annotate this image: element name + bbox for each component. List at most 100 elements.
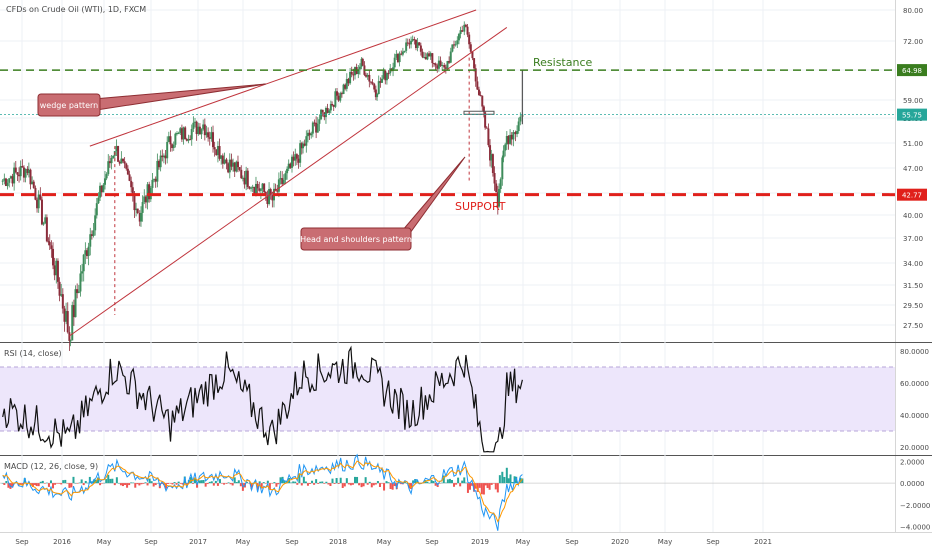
x-tick-label: 2019 (471, 538, 489, 546)
price-candle (228, 159, 231, 173)
price-candle (72, 305, 75, 318)
range-box[interactable] (463, 110, 495, 115)
price-candle (328, 110, 331, 113)
symbol-title[interactable]: CFDs on Crude Oil (WTI), 1D, FXCM (6, 5, 146, 14)
price-candle (185, 139, 188, 141)
price-candle (398, 53, 401, 63)
macd-histogram-bar (130, 482, 133, 484)
price-candle (166, 141, 169, 159)
price-level-tag[interactable] (897, 64, 927, 77)
price-candle (498, 189, 501, 207)
price-candle (360, 58, 363, 67)
macd-histogram-bar (227, 482, 230, 484)
price-candle (110, 157, 113, 164)
macd-histogram-bar (294, 481, 297, 484)
price-candle (126, 168, 129, 175)
macd-y-tick-label: −2.0000 (900, 502, 930, 510)
macd-histogram-bar (78, 482, 81, 484)
price-candle (482, 106, 485, 113)
price-candle (421, 51, 424, 58)
support-label[interactable]: SUPPORT (455, 200, 506, 213)
macd-histogram-bar (383, 483, 386, 491)
price-candle (151, 179, 154, 188)
macd-histogram-bar (292, 481, 295, 484)
macd-histogram-bar (119, 483, 122, 486)
price-candle (245, 170, 248, 185)
price-candle (99, 185, 102, 198)
macd-histogram-bar (482, 483, 485, 495)
macd-histogram-bar (221, 483, 224, 484)
x-tick-label: Sep (144, 538, 158, 546)
macd-title[interactable]: MACD (12, 26, close, 9) (4, 462, 98, 471)
price-candle (292, 156, 295, 161)
macd-histogram-bar (35, 483, 38, 487)
wedge-pattern-callout[interactable]: wedge pattern (37, 83, 267, 117)
price-candle (279, 178, 282, 180)
price-candle (434, 63, 437, 66)
macd-histogram-bar (132, 482, 135, 484)
macd-y-tick-label: −4.0000 (900, 524, 930, 532)
macd-histogram-bar (354, 476, 357, 484)
price-candle (195, 121, 198, 135)
price-candle (426, 53, 429, 60)
macd-histogram-bar (393, 483, 396, 487)
macd-histogram-bar (277, 483, 280, 485)
macd-pane[interactable] (0, 456, 895, 532)
head-shoulders-callout[interactable]: Head and shoulders pattern (300, 156, 466, 251)
resistance-label[interactable]: Resistance (533, 56, 593, 69)
price-candle (297, 158, 300, 163)
price-candle (258, 188, 261, 191)
price-candle (22, 167, 25, 178)
macd-histogram-bar (121, 483, 124, 487)
price-candle (139, 212, 142, 222)
price-candle (58, 281, 61, 296)
price-candle (89, 234, 92, 247)
macd-line[interactable] (2, 453, 523, 531)
price-candle (44, 217, 47, 224)
price-level-tag[interactable] (897, 108, 927, 121)
macd-histogram-bar (484, 483, 487, 486)
price-candle (190, 129, 193, 140)
price-candle (352, 74, 355, 76)
wedge-upper-line[interactable] (89, 9, 477, 147)
macd-histogram-bar (325, 481, 328, 484)
price-candle (210, 132, 213, 139)
macd-histogram-bar (34, 483, 37, 485)
macd-histogram-bar (117, 483, 120, 484)
price-candle (53, 265, 56, 276)
macd-histogram-bar (43, 483, 46, 484)
price-candle (408, 43, 411, 45)
y-tick-label: 34.00 (903, 260, 923, 268)
price-candle (269, 189, 272, 196)
price-candle (205, 132, 208, 136)
macd-histogram-bar (164, 483, 167, 489)
macd-histogram-bar (414, 479, 417, 484)
price-candle (131, 187, 134, 194)
macd-histogram-bar (41, 480, 44, 484)
price-candle (18, 174, 21, 177)
macd-histogram-bar (345, 478, 348, 484)
macd-histogram-bar (264, 483, 267, 484)
rsi-title[interactable]: RSI (14, close) (4, 349, 62, 358)
price-level-tag[interactable] (897, 188, 927, 201)
price-candle (203, 124, 206, 136)
price-candle (496, 192, 499, 207)
macd-y-tick-label: 2.0000 (900, 458, 925, 466)
wedge-lower-line[interactable] (69, 27, 508, 337)
head-shoulders-text: Head and shoulders pattern (300, 235, 412, 244)
macd-histogram-bar (519, 477, 522, 484)
macd-histogram-bar (459, 483, 462, 487)
macd-histogram-bar (1, 483, 4, 484)
price-candle (143, 196, 146, 203)
price-candle (516, 131, 519, 135)
macd-signal-line[interactable] (2, 460, 523, 523)
macd-histogram-bar (385, 481, 388, 484)
price-candle (303, 143, 306, 146)
price-candle (40, 199, 43, 225)
macd-histogram-bar (319, 481, 322, 484)
grid-lines (0, 0, 895, 532)
rsi-line[interactable] (2, 345, 523, 453)
macd-histogram-bar (515, 476, 518, 484)
macd-histogram-bar (258, 481, 261, 484)
